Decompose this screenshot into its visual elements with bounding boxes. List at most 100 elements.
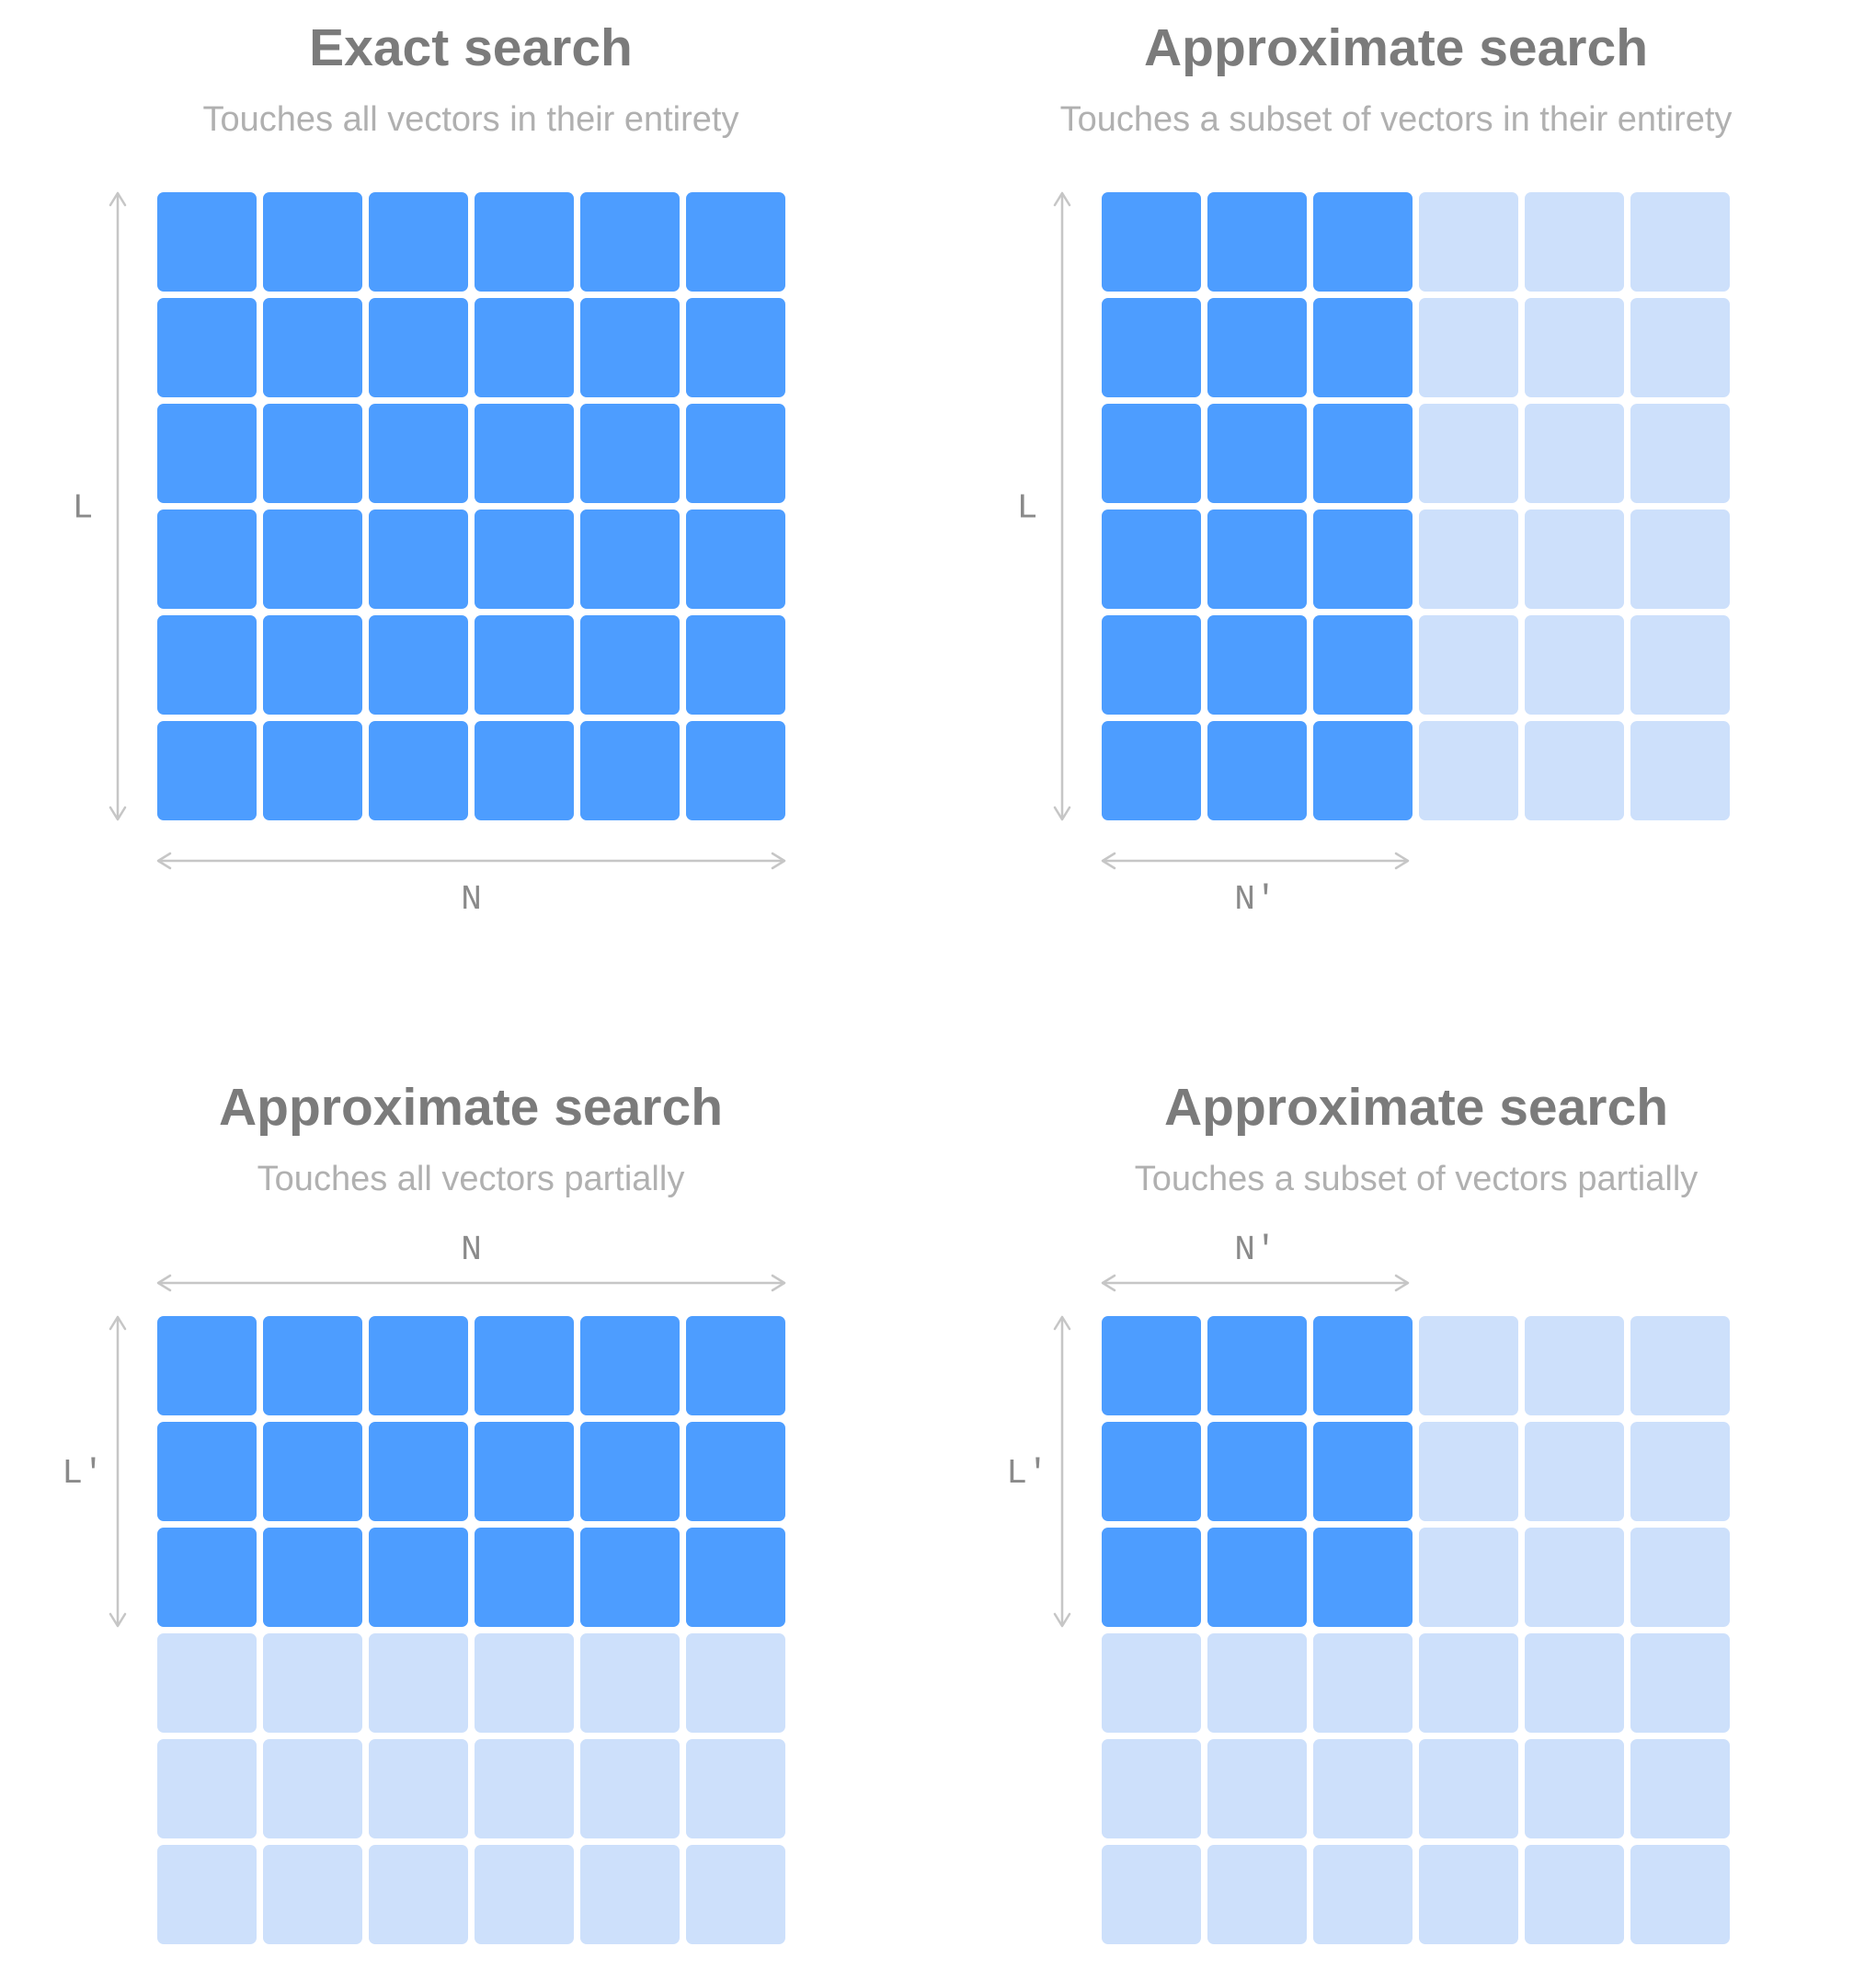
touched-cell (263, 298, 362, 397)
untouched-cell (1525, 1528, 1624, 1627)
vertical-dimension-arrow (109, 191, 127, 821)
touched-cell (369, 404, 468, 503)
touched-cell (1207, 192, 1307, 292)
untouched-cell (1525, 404, 1624, 503)
touched-cell (580, 615, 680, 715)
panel-subtitle: Touches a subset of vectors in their ent… (1060, 100, 1733, 139)
touched-cell (580, 404, 680, 503)
touched-cell (1102, 1422, 1201, 1521)
horizontal-dimension-label: N (461, 880, 482, 920)
horizontal-dimension-label: N (461, 1231, 482, 1270)
touched-cell (580, 298, 680, 397)
panel-subtitle: Touches all vectors partially (257, 1160, 685, 1198)
vertical-dimension-label: L′ (62, 1454, 104, 1494)
untouched-cell (1525, 1633, 1624, 1733)
touched-cell (475, 192, 574, 292)
touched-cell (1207, 1422, 1307, 1521)
touched-cell (157, 1422, 257, 1521)
touched-cell (263, 1316, 362, 1415)
untouched-cell (1630, 1316, 1730, 1415)
untouched-cell (1207, 1633, 1307, 1733)
vertical-dimension-arrow (1053, 1315, 1071, 1628)
horizontal-dimension-arrow (156, 852, 786, 870)
untouched-cell (686, 1739, 785, 1838)
panel-approx-subset-partial: Approximate search Touches a subset of ve… (1006, 1078, 1730, 1944)
untouched-cell (1313, 1633, 1413, 1733)
untouched-cell (157, 1845, 257, 1944)
touched-cell (580, 1422, 680, 1521)
touched-cell (157, 404, 257, 503)
touched-cell (263, 615, 362, 715)
untouched-cell (1419, 1422, 1518, 1521)
untouched-cell (1630, 404, 1730, 503)
untouched-cell (1102, 1633, 1201, 1733)
panel-title: Exact search (309, 18, 633, 77)
touched-cell (475, 510, 574, 609)
panel-subtitle: Touches a subset of vectors partially (1135, 1160, 1699, 1198)
vertical-dimension-label: L (73, 489, 94, 529)
touched-cell (369, 510, 468, 609)
untouched-cell (263, 1633, 362, 1733)
touched-cell (263, 1422, 362, 1521)
untouched-cell (686, 1633, 785, 1733)
touched-cell (1313, 1528, 1413, 1627)
vector-grid (1102, 192, 1730, 820)
touched-cell (1207, 404, 1307, 503)
touched-cell (686, 1528, 785, 1627)
untouched-cell (1419, 615, 1518, 715)
untouched-cell (1630, 192, 1730, 292)
untouched-cell (1525, 298, 1624, 397)
touched-cell (369, 192, 468, 292)
panel-title: Approximate search (219, 1078, 723, 1137)
touched-cell (1207, 721, 1307, 820)
touched-cell (157, 510, 257, 609)
touched-cell (580, 721, 680, 820)
touched-cell (475, 298, 574, 397)
touched-cell (1207, 1528, 1307, 1627)
untouched-cell (1525, 510, 1624, 609)
touched-cell (157, 615, 257, 715)
untouched-cell (1419, 298, 1518, 397)
untouched-cell (1313, 1845, 1413, 1944)
horizontal-dimension-arrow (1101, 1274, 1410, 1292)
untouched-cell (475, 1633, 574, 1733)
vector-grid (157, 192, 785, 820)
untouched-cell (1419, 1633, 1518, 1733)
horizontal-dimension-label: N′ (1234, 1231, 1276, 1270)
panel-title: Approximate search (1164, 1078, 1668, 1137)
horizontal-dimension-label: N′ (1234, 880, 1276, 920)
untouched-cell (580, 1845, 680, 1944)
vector-grid (157, 1316, 785, 1944)
untouched-cell (369, 1845, 468, 1944)
untouched-cell (1630, 510, 1730, 609)
touched-cell (263, 1528, 362, 1627)
panel-approx-subset-entire: Approximate search Touches a subset of ve… (1017, 18, 1733, 920)
touched-cell (157, 1316, 257, 1415)
touched-cell (475, 721, 574, 820)
vertical-dimension-arrow (109, 1315, 127, 1628)
touched-cell (686, 1316, 785, 1415)
touched-cell (1313, 298, 1413, 397)
touched-cell (686, 192, 785, 292)
untouched-cell (1419, 1528, 1518, 1627)
untouched-cell (1102, 1739, 1201, 1838)
untouched-cell (1630, 1422, 1730, 1521)
touched-cell (1102, 510, 1201, 609)
touched-cell (157, 298, 257, 397)
touched-cell (580, 510, 680, 609)
touched-cell (157, 721, 257, 820)
touched-cell (475, 1422, 574, 1521)
vertical-dimension-label: L (1017, 489, 1038, 529)
untouched-cell (1630, 615, 1730, 715)
untouched-cell (1419, 1845, 1518, 1944)
touched-cell (686, 615, 785, 715)
touched-cell (475, 615, 574, 715)
panel-subtitle: Touches all vectors in their entirety (203, 100, 739, 139)
touched-cell (1313, 1422, 1413, 1521)
touched-cell (580, 192, 680, 292)
touched-cell (369, 1316, 468, 1415)
touched-cell (369, 298, 468, 397)
untouched-cell (157, 1633, 257, 1733)
touched-cell (1207, 615, 1307, 715)
